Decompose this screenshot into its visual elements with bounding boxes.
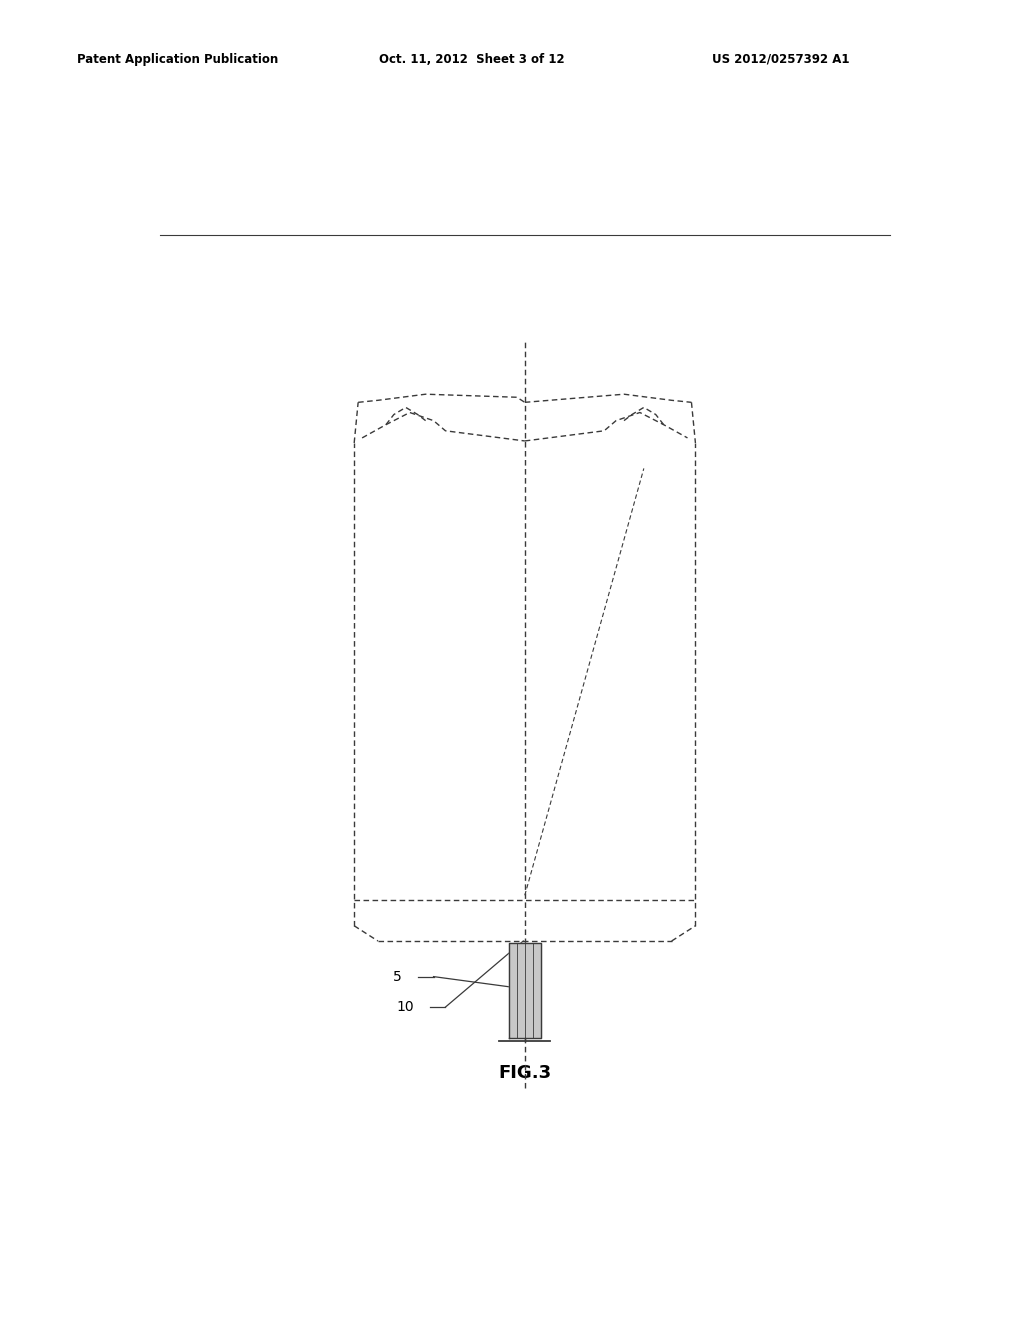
Text: Patent Application Publication: Patent Application Publication — [77, 53, 279, 66]
Text: FIG.3: FIG.3 — [499, 1064, 551, 1082]
Polygon shape — [509, 942, 541, 1038]
Text: 10: 10 — [396, 1001, 414, 1014]
Text: 5: 5 — [393, 970, 401, 983]
Text: Oct. 11, 2012  Sheet 3 of 12: Oct. 11, 2012 Sheet 3 of 12 — [379, 53, 564, 66]
Text: US 2012/0257392 A1: US 2012/0257392 A1 — [712, 53, 849, 66]
